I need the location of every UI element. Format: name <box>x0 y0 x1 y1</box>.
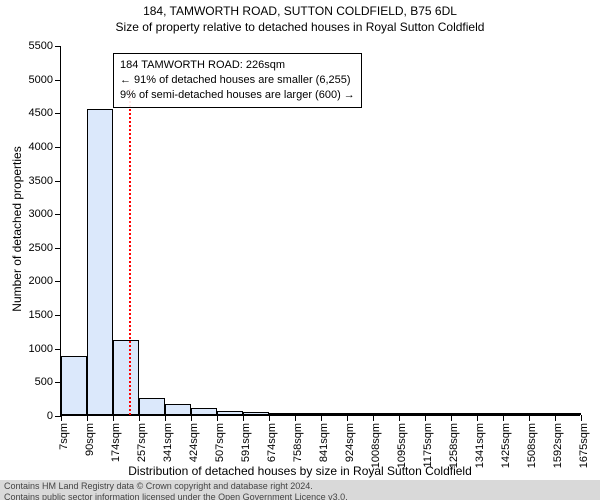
x-axis-label: Distribution of detached houses by size … <box>0 464 600 478</box>
info-box-line: 9% of semi-detached houses are larger (6… <box>120 88 355 103</box>
y-tick-label: 3500 <box>29 175 53 187</box>
histogram-bar <box>295 413 321 415</box>
plot-area: 0500100015002000250030003500400045005000… <box>60 46 580 416</box>
y-tick-label: 1500 <box>29 309 53 321</box>
histogram-bar <box>477 413 503 415</box>
marker-vertical-line <box>129 89 131 415</box>
histogram-bar <box>243 412 269 415</box>
y-tick-label: 0 <box>47 410 53 422</box>
x-tick-label: 758sqm <box>292 423 304 462</box>
histogram-bar <box>269 413 295 415</box>
x-tick-label: 1425sqm <box>500 423 512 468</box>
y-tick <box>55 113 61 114</box>
histogram-bar <box>503 413 529 415</box>
footer: Contains HM Land Registry data © Crown c… <box>0 480 600 500</box>
histogram-bar <box>555 413 581 415</box>
x-tick <box>269 415 270 421</box>
x-tick-label: 507sqm <box>214 423 226 462</box>
y-axis-label: Number of detached properties <box>10 146 24 311</box>
x-tick <box>321 415 322 421</box>
histogram-bar <box>139 398 165 415</box>
y-tick-label: 5500 <box>29 40 53 52</box>
y-tick-label: 5000 <box>29 74 53 86</box>
histogram-bar <box>321 413 347 415</box>
x-tick-label: 591sqm <box>240 423 252 462</box>
x-tick <box>295 415 296 421</box>
y-tick-label: 4000 <box>29 141 53 153</box>
histogram-bar <box>425 413 451 415</box>
x-tick <box>191 415 192 421</box>
y-tick-label: 4500 <box>29 107 53 119</box>
histogram-bar <box>61 356 87 415</box>
chart-title-line2: Size of property relative to detached ho… <box>0 20 600 34</box>
x-tick <box>243 415 244 421</box>
x-tick-label: 924sqm <box>344 423 356 462</box>
x-tick <box>217 415 218 421</box>
y-tick-label: 3000 <box>29 208 53 220</box>
x-tick <box>451 415 452 421</box>
x-tick-label: 1508sqm <box>526 423 538 468</box>
x-tick <box>529 415 530 421</box>
x-tick-label: 1592sqm <box>552 423 564 468</box>
info-box: 184 TAMWORTH ROAD: 226sqm← 91% of detach… <box>113 53 362 108</box>
y-tick <box>55 349 61 350</box>
x-tick <box>425 415 426 421</box>
x-tick <box>347 415 348 421</box>
y-tick <box>55 281 61 282</box>
y-tick <box>55 382 61 383</box>
y-tick <box>55 214 61 215</box>
x-tick <box>503 415 504 421</box>
histogram-bar <box>529 413 555 415</box>
footer-line2: Contains public sector information licen… <box>4 492 596 500</box>
chart-title-line1: 184, TAMWORTH ROAD, SUTTON COLDFIELD, B7… <box>0 4 600 20</box>
y-tick <box>55 80 61 81</box>
histogram-bar <box>347 413 373 415</box>
x-tick <box>373 415 374 421</box>
y-tick <box>55 46 61 47</box>
x-tick-label: 257sqm <box>136 423 148 462</box>
histogram-bar <box>113 340 139 415</box>
y-tick-label: 500 <box>35 376 53 388</box>
x-tick <box>399 415 400 421</box>
x-tick <box>555 415 556 421</box>
x-tick <box>477 415 478 421</box>
x-tick-label: 424sqm <box>188 423 200 462</box>
x-tick <box>139 415 140 421</box>
info-box-line: 184 TAMWORTH ROAD: 226sqm <box>120 58 355 73</box>
histogram-bar <box>399 413 425 415</box>
y-tick <box>55 181 61 182</box>
chart-container: 184, TAMWORTH ROAD, SUTTON COLDFIELD, B7… <box>0 4 600 500</box>
x-tick-label: 341sqm <box>162 423 174 462</box>
histogram-bar <box>373 413 399 415</box>
x-tick <box>165 415 166 421</box>
x-tick-label: 841sqm <box>318 423 330 462</box>
x-tick-label: 7sqm <box>58 423 70 450</box>
histogram-bar <box>451 413 477 415</box>
histogram-bar <box>165 404 191 415</box>
info-box-line: ← 91% of detached houses are smaller (6,… <box>120 73 355 88</box>
x-tick <box>87 415 88 421</box>
x-tick-label: 674sqm <box>266 423 278 462</box>
x-tick-label: 1675sqm <box>578 423 590 468</box>
y-tick-label: 2500 <box>29 242 53 254</box>
y-tick <box>55 147 61 148</box>
histogram-bar <box>87 109 113 415</box>
x-tick-label: 1341sqm <box>474 423 486 468</box>
y-tick-label: 2000 <box>29 275 53 287</box>
x-tick <box>113 415 114 421</box>
footer-line1: Contains HM Land Registry data © Crown c… <box>4 481 596 492</box>
histogram-bar <box>191 408 217 415</box>
x-tick-label: 90sqm <box>84 423 96 456</box>
y-tick <box>55 248 61 249</box>
y-tick <box>55 315 61 316</box>
y-tick-label: 1000 <box>29 343 53 355</box>
x-tick-label: 1258sqm <box>448 423 460 468</box>
x-tick-label: 1095sqm <box>396 423 408 468</box>
x-tick-label: 1175sqm <box>422 423 434 467</box>
x-tick <box>61 415 62 421</box>
x-tick <box>581 415 582 421</box>
histogram-bar <box>217 411 243 415</box>
x-tick-label: 1008sqm <box>370 423 382 468</box>
x-tick-label: 174sqm <box>110 423 122 462</box>
